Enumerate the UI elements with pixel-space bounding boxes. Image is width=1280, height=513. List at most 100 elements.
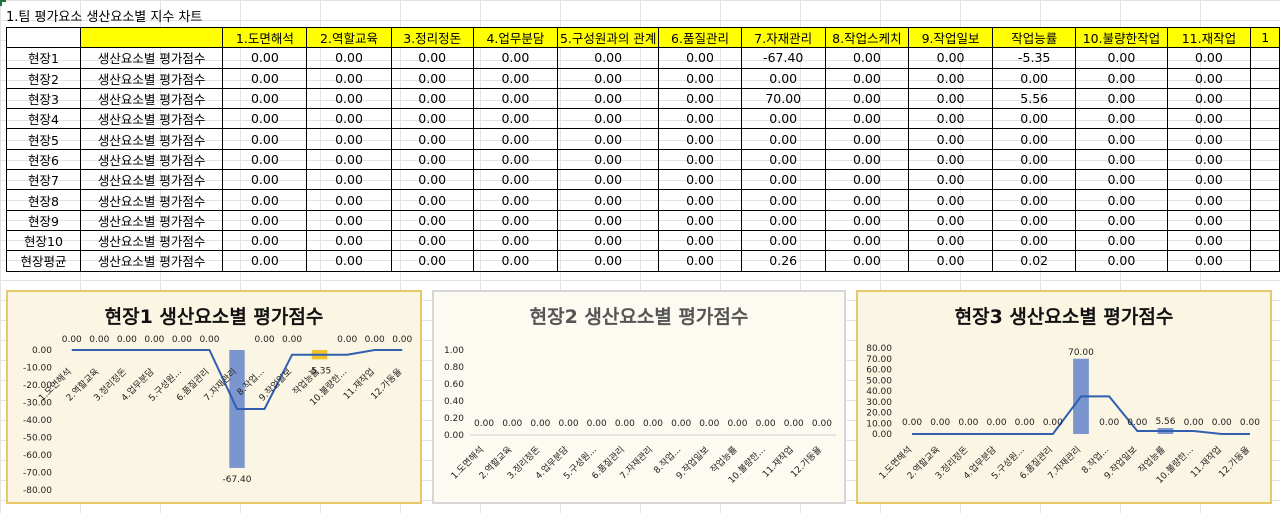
label-cell[interactable]: 생산요소별 평가점수 [79,209,224,231]
column-header[interactable] [79,26,224,49]
value-cell[interactable]: 0.00 [472,67,558,89]
chart-site3[interactable]: 현장3 생산요소별 평가점수 80.00 70.00 60.00 50.00 40.00… [856,290,1272,504]
column-header[interactable]: 5.구성원과의 관계 [556,26,660,49]
value-cell[interactable]: 0.00 [390,250,474,272]
column-header[interactable]: 2.역할교육 [306,26,392,49]
value-cell[interactable]: 0.00 [222,209,308,231]
column-header[interactable]: 3.정리정돈 [390,26,474,49]
value-cell[interactable]: 0.00 [1166,250,1252,272]
value-cell[interactable]: 0.00 [222,47,308,69]
value-cell[interactable]: 0.00 [1075,169,1168,191]
value-cell[interactable]: 0.00 [658,47,742,69]
value-cell[interactable]: 0.00 [740,189,826,211]
value-cell[interactable]: -67.40 [740,47,826,69]
value-cell[interactable]: 0.00 [306,148,392,171]
label-cell[interactable]: 생산요소별 평가점수 [79,128,224,150]
value-cell[interactable]: 0.00 [1166,209,1252,231]
column-header[interactable]: 8.작업스케치 [824,26,910,49]
site-cell[interactable]: 현장10 [6,229,81,252]
column-header[interactable]: 작업능률 [992,26,1077,49]
value-cell[interactable]: 0.00 [390,148,474,171]
label-cell[interactable]: 생산요소별 평가점수 [79,148,224,171]
value-cell[interactable]: 0.00 [740,209,826,231]
site-cell[interactable]: 현장3 [6,87,81,110]
value-cell[interactable]: 0.00 [1075,148,1168,171]
value-cell[interactable]: 0.00 [306,47,392,69]
value-cell[interactable]: 0.00 [390,87,474,110]
value-cell[interactable]: 0.00 [472,87,558,110]
value-cell[interactable]: 0.00 [907,87,994,110]
value-cell[interactable]: 0.00 [306,128,392,150]
value-cell[interactable]: 0.00 [1166,169,1252,191]
value-cell[interactable]: 0.00 [824,128,910,150]
value-cell[interactable]: 0.00 [472,250,558,272]
value-cell[interactable]: 0.00 [658,229,742,252]
value-cell[interactable]: 0.00 [1166,67,1252,89]
value-cell[interactable]: 0.00 [907,169,994,191]
value-cell[interactable]: 0.00 [740,169,826,191]
site-cell[interactable]: 현장9 [6,209,81,231]
value-cell[interactable] [1250,128,1280,150]
value-cell[interactable]: 0.00 [992,108,1077,130]
column-header[interactable]: 10.불량한작업 [1075,26,1168,49]
value-cell[interactable]: 0.00 [824,169,910,191]
value-cell[interactable]: 0.00 [472,128,558,150]
value-cell[interactable]: 0.00 [658,189,742,211]
value-cell[interactable]: 0.00 [824,108,910,130]
column-header[interactable] [6,26,81,49]
sheet-title[interactable]: 1.팀 평가요소 생산요소별 지수 차트 [6,10,203,25]
site-cell[interactable]: 현장2 [6,67,81,89]
value-cell[interactable]: 0.00 [306,87,392,110]
value-cell[interactable]: 0.02 [992,250,1077,272]
value-cell[interactable]: 0.00 [556,250,660,272]
value-cell[interactable]: 0.00 [306,108,392,130]
value-cell[interactable]: 0.00 [1075,229,1168,252]
value-cell[interactable]: 0.00 [1166,87,1252,110]
value-cell[interactable] [1250,67,1280,89]
value-cell[interactable]: 0.00 [390,169,474,191]
label-cell[interactable]: 생산요소별 평가점수 [79,87,224,110]
value-cell[interactable]: 0.00 [306,67,392,89]
chart-site2[interactable]: 현장2 생산요소별 평가점수 1.00 0.80 0.60 0.40 0.20 0.00 0… [432,290,846,504]
value-cell[interactable]: 0.00 [1075,128,1168,150]
value-cell[interactable]: 0.00 [992,189,1077,211]
value-cell[interactable]: 0.00 [1166,229,1252,252]
value-cell[interactable]: 0.00 [992,148,1077,171]
value-cell[interactable]: 0.00 [556,229,660,252]
value-cell[interactable]: 0.00 [658,209,742,231]
value-cell[interactable]: 0.00 [306,209,392,231]
value-cell[interactable]: 0.00 [824,209,910,231]
value-cell[interactable]: 70.00 [740,87,826,110]
value-cell[interactable]: 0.00 [556,148,660,171]
chart-site1[interactable]: 현장1 생산요소별 평가점수 0.00 -10.00 -20.00 -30.00 -40… [6,290,422,504]
value-cell[interactable]: 0.00 [222,148,308,171]
value-cell[interactable]: 0.00 [390,47,474,69]
value-cell[interactable]: 0.00 [992,169,1077,191]
value-cell[interactable]: 0.00 [1075,250,1168,272]
value-cell[interactable]: 0.00 [1166,148,1252,171]
value-cell[interactable] [1250,108,1280,130]
value-cell[interactable]: 0.00 [907,108,994,130]
value-cell[interactable]: 0.00 [390,209,474,231]
value-cell[interactable]: 0.00 [390,128,474,150]
value-cell[interactable] [1250,169,1280,191]
value-cell[interactable] [1250,209,1280,231]
value-cell[interactable]: 0.00 [472,229,558,252]
value-cell[interactable]: 0.00 [556,169,660,191]
column-header[interactable]: 7.자재관리 [740,26,826,49]
value-cell[interactable]: 0.00 [1075,189,1168,211]
site-cell[interactable]: 현장6 [6,148,81,171]
label-cell[interactable]: 생산요소별 평가점수 [79,229,224,252]
value-cell[interactable]: 0.00 [472,169,558,191]
value-cell[interactable]: 0.00 [658,87,742,110]
value-cell[interactable]: 0.00 [824,47,910,69]
value-cell[interactable]: 0.00 [222,87,308,110]
site-cell[interactable]: 현장8 [6,189,81,211]
value-cell[interactable]: 0.00 [824,189,910,211]
value-cell[interactable]: 0.00 [658,67,742,89]
value-cell[interactable]: 0.00 [306,189,392,211]
value-cell[interactable]: 0.00 [222,229,308,252]
value-cell[interactable]: 0.00 [907,148,994,171]
value-cell[interactable]: 0.00 [658,108,742,130]
value-cell[interactable]: 0.00 [1166,47,1252,69]
